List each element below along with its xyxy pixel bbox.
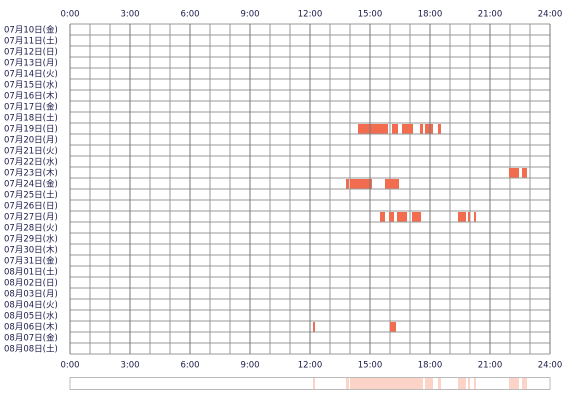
activity-bar <box>522 168 527 178</box>
row-label: 07月15日(水) <box>4 80 58 91</box>
x-tick-label-bottom: 9:00 <box>240 361 259 371</box>
row-label: 07月16日(木) <box>4 91 58 102</box>
activity-bar <box>380 212 385 222</box>
row-label: 07月13日(月) <box>4 59 58 69</box>
row-label: 07月10日(金) <box>4 25 58 36</box>
summary-bar <box>346 378 349 389</box>
summary-bar <box>390 378 396 389</box>
activity-bar <box>385 179 399 189</box>
x-tick-label-top: 6:00 <box>180 10 199 20</box>
activity-bar <box>458 212 466 222</box>
x-tick-label-bottom: 6:00 <box>180 361 199 371</box>
activity-bar <box>412 212 421 222</box>
summary-bar <box>425 378 433 389</box>
summary-bar <box>468 378 470 389</box>
row-label: 07月26日(日) <box>4 202 58 212</box>
summary-bar <box>522 378 527 389</box>
row-label: 07月23日(木) <box>4 168 58 179</box>
x-tick-label-top: 18:00 <box>418 10 443 20</box>
row-label: 07月14日(火) <box>4 70 58 80</box>
row-label: 07月28日(火) <box>4 224 58 234</box>
activity-bar <box>392 124 398 134</box>
activity-bar <box>313 322 315 332</box>
summary-bar <box>397 378 407 389</box>
row-label: 08月08日(土) <box>4 344 58 355</box>
activity-bar <box>358 124 388 134</box>
activity-bar <box>346 179 349 189</box>
row-label: 07月12日(日) <box>4 48 58 58</box>
row-label: 07月29日(水) <box>4 234 58 245</box>
x-tick-label-bottom: 24:00 <box>538 361 563 371</box>
row-label: 08月05日(水) <box>4 311 58 322</box>
x-tick-label-top: 12:00 <box>298 10 323 20</box>
x-tick-label-bottom: 21:00 <box>478 361 503 371</box>
summary-bar <box>358 378 388 389</box>
activity-bar <box>402 124 413 134</box>
row-label: 07月27日(月) <box>4 213 58 223</box>
activity-bar <box>397 212 407 222</box>
summary-frame <box>69 377 551 390</box>
row-label: 08月07日(金) <box>4 333 58 344</box>
x-tick-label-top: 9:00 <box>240 10 259 20</box>
row-label: 07月17日(金) <box>4 102 58 113</box>
summary-bar <box>350 378 372 389</box>
x-tick-label-bottom: 18:00 <box>418 361 443 371</box>
row-label: 07月31日(金) <box>4 256 58 267</box>
activity-bar <box>425 124 433 134</box>
activity-bar <box>389 212 394 222</box>
activity-bar <box>438 124 441 134</box>
row-label: 07月24日(金) <box>4 179 58 190</box>
activity-bar <box>420 124 423 134</box>
x-tick-label-bottom: 12:00 <box>298 361 323 371</box>
row-label: 08月06日(木) <box>4 322 58 333</box>
x-tick-label-top: 21:00 <box>478 10 503 20</box>
activity-bar <box>474 212 476 222</box>
summary-bar <box>458 378 466 389</box>
row-label: 08月02日(日) <box>4 279 58 289</box>
row-label: 07月30日(木) <box>4 245 58 256</box>
row-label: 07月25日(土) <box>4 190 58 201</box>
summary-bar <box>474 378 476 389</box>
summary-bar <box>313 378 315 389</box>
summary-bar <box>509 378 519 389</box>
x-tick-label-top: 15:00 <box>358 10 383 20</box>
row-label: 07月22日(水) <box>4 157 58 168</box>
row-label: 07月18日(土) <box>4 113 58 124</box>
activity-bar <box>390 322 396 332</box>
summary-bar <box>402 378 413 389</box>
summary-bar <box>412 378 421 389</box>
row-label: 07月20日(月) <box>4 136 58 146</box>
summary-bar <box>438 378 441 389</box>
summary-bar <box>420 378 423 389</box>
x-tick-label-top: 24:00 <box>538 10 563 20</box>
activity-bar <box>468 212 470 222</box>
row-label: 08月04日(火) <box>4 301 58 311</box>
x-tick-label-top: 3:00 <box>120 10 139 20</box>
x-tick-label-bottom: 3:00 <box>120 361 139 371</box>
x-tick-label-bottom: 0:00 <box>60 361 79 371</box>
summary-bar <box>380 378 385 389</box>
x-tick-label-bottom: 15:00 <box>358 361 383 371</box>
row-label: 07月21日(火) <box>4 147 58 157</box>
activity-bar <box>350 179 372 189</box>
row-label: 07月11日(土) <box>4 36 58 47</box>
row-label: 08月03日(月) <box>4 290 58 300</box>
row-label: 07月19日(日) <box>4 125 58 135</box>
row-label: 08月01日(土) <box>4 267 58 278</box>
activity-bar <box>509 168 519 178</box>
x-tick-label-top: 0:00 <box>60 10 79 20</box>
